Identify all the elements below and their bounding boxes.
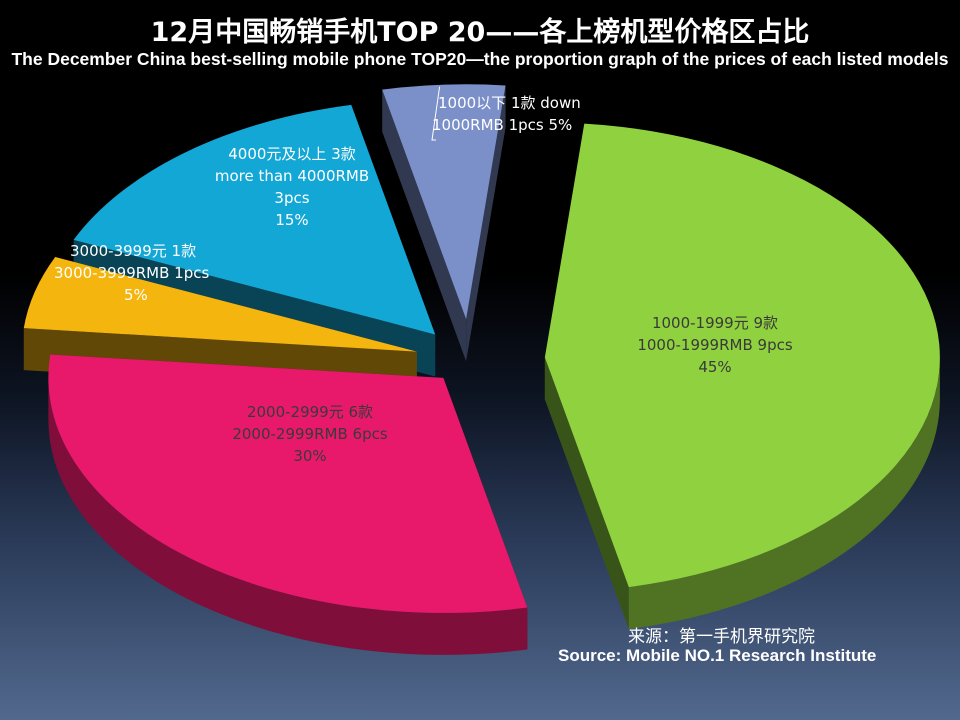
slice-label-line: 3000-3999RMB 1pcs xyxy=(54,264,210,282)
slice-label-below-1000: 1000以下 1款 down 1000RMB 1pcs 5% xyxy=(410,92,630,136)
slice-top xyxy=(73,104,436,335)
slice-label-line: 45% xyxy=(698,358,732,376)
slice-label-3000-3999: 3000-3999元 1款 3000-3999RMB 1pcs 5% xyxy=(44,240,234,306)
slice-label-line: 2000-2999RMB 6pcs xyxy=(232,425,388,443)
slice-outer-wall xyxy=(48,377,528,655)
slice-label-line: 4000元及以上 3款 xyxy=(228,145,356,163)
chart-title: 12月中国畅销手机TOP 20——各上榜机型价格区占比 xyxy=(150,17,810,48)
slice-label-line: 3000-3999元 1款 xyxy=(70,242,197,260)
slice-label-line: 1000-1999元 9款 xyxy=(651,314,779,332)
slice-label-2000-2999: 2000-2999元 6款 2000-2999RMB 6pcs 30% xyxy=(200,401,420,467)
slice-wall xyxy=(466,85,506,362)
slice-label-line: 1000-1999RMB 9pcs xyxy=(637,336,793,354)
slice-label-line: 15% xyxy=(275,211,309,229)
leader-line xyxy=(431,86,441,141)
source-english: Source: Mobile NO.1 Research Institute xyxy=(558,646,877,665)
slice-top xyxy=(48,354,528,613)
slice-label-line: 30% xyxy=(293,447,327,465)
slice-wall xyxy=(544,357,629,630)
slice-label-line: 1000RMB 1pcs 5% xyxy=(432,116,573,134)
slice-top xyxy=(23,257,417,352)
chart-subtitle: The December China best-selling mobile p… xyxy=(11,49,949,69)
slice-label-4000-plus: 4000元及以上 3款 more than 4000RMB 3pcs 15% xyxy=(192,143,392,231)
slice-label-line: more than 4000RMB xyxy=(214,167,370,185)
slice-label-line: 2000-2999元 6款 xyxy=(246,403,374,421)
slice-top xyxy=(382,84,506,320)
slice-outer-wall xyxy=(628,357,940,630)
slice-top xyxy=(544,123,940,588)
slice-label-1000-1999: 1000-1999元 9款 1000-1999RMB 9pcs 45% xyxy=(605,312,825,378)
slice-2000-2999 xyxy=(48,354,528,655)
slice-label-line: 1000以下 1款 down xyxy=(438,94,581,112)
slice-below-1000 xyxy=(382,84,506,362)
slice-1000-1999 xyxy=(544,123,940,630)
slice-label-line: 5% xyxy=(124,286,148,304)
source-chinese: 来源：第一手机界研究院 xyxy=(628,627,815,647)
slice-wall xyxy=(382,89,467,362)
slice-label-line: 3pcs xyxy=(274,189,310,207)
